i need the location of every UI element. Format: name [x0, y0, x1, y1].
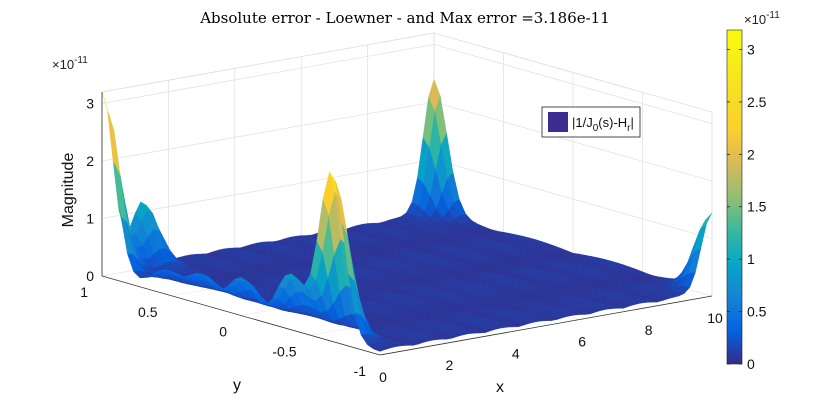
x-tick-label: 8 — [645, 322, 653, 338]
colorbar-tick-label: 1.5 — [747, 199, 767, 215]
x-axis-label: x — [496, 379, 504, 396]
x-tick-label: 10 — [707, 310, 723, 326]
legend-label: |1/J0(s)-Hr| — [572, 115, 634, 134]
colorbar: 0 0.5 1 1.5 2 2.5 3 ×10-11 — [726, 10, 780, 372]
colorbar-tick-label: 2 — [747, 146, 755, 162]
y-tick-label: 1 — [80, 284, 88, 300]
colorbar-tick-label: 2.5 — [747, 94, 767, 110]
surface-patch — [373, 346, 387, 352]
x-axis-line — [379, 295, 713, 356]
y-tick-label: 0 — [219, 324, 227, 340]
x-tick-label: 6 — [578, 334, 586, 350]
x-tick-label: 0 — [379, 369, 387, 385]
colorbar-gradient — [726, 29, 743, 365]
z-axis-label: Magnitude — [60, 153, 77, 228]
y-tick-label: 0.5 — [138, 304, 158, 320]
y-tick-label: -0.5 — [272, 343, 296, 359]
x-tick-label: 4 — [512, 345, 520, 361]
colorbar-tick-label: 3 — [747, 41, 755, 57]
colorbar-tick-label: 0.5 — [747, 304, 767, 320]
colorbar-exponent-label: ×10-11 — [744, 10, 780, 27]
legend: |1/J0(s)-Hr| — [541, 106, 641, 138]
colorbar-tick-label: 0 — [747, 356, 755, 372]
x-tick-label: 2 — [446, 357, 454, 373]
chart-title: Absolute error - Loewner - and Max error… — [199, 9, 610, 27]
z-tick-label: 3 — [86, 96, 94, 112]
z-tick-label: 0 — [86, 268, 94, 284]
y-axis-line — [101, 275, 381, 356]
z-exponent-label: ×10-11 — [52, 55, 88, 72]
z-tick-label: 2 — [86, 153, 94, 169]
y-axis-label: y — [233, 377, 241, 394]
colorbar-tick-label: 1 — [747, 251, 755, 267]
y-tick-label: -1 — [354, 363, 367, 379]
colorbar-ticks: 0 0.5 1 1.5 2 2.5 3 — [727, 41, 767, 372]
error-surface — [101, 78, 713, 352]
legend-swatch — [548, 112, 568, 132]
z-tick-label: 1 — [86, 211, 94, 227]
